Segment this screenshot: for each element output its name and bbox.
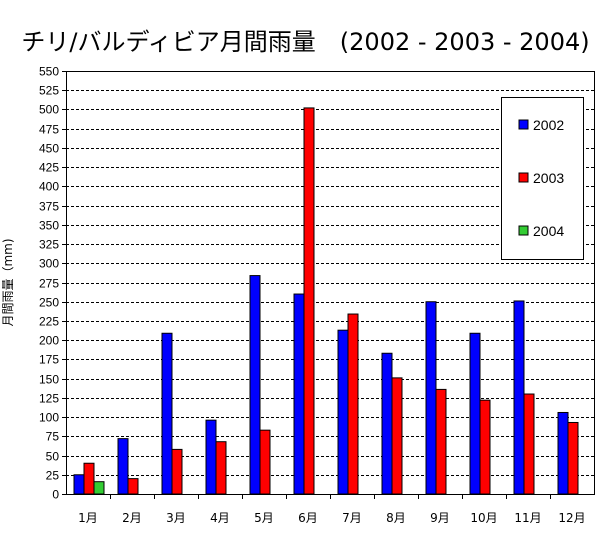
legend-label-2002: 2002 xyxy=(533,117,564,133)
bars xyxy=(73,107,579,495)
x-category-label: 1月 xyxy=(78,511,98,525)
legend-swatch-2004 xyxy=(518,225,529,236)
y-tick-label: 500 xyxy=(39,103,59,117)
bar-2003-12 xyxy=(567,421,579,495)
y-tick-label: 150 xyxy=(39,373,59,387)
bar-2002-1 xyxy=(73,474,85,495)
y-tick-label: 550 xyxy=(39,65,59,79)
legend-label-2004: 2004 xyxy=(533,223,564,239)
y-tick-label: 525 xyxy=(39,84,59,98)
x-category-label: 5月 xyxy=(254,511,274,525)
x-category-label: 6月 xyxy=(298,511,318,525)
chart-title: チリ/バルディビア月間雨量 (2002 - 2003 - 2004) xyxy=(21,28,590,56)
bar-2002-4 xyxy=(205,419,217,495)
bar-2002-10 xyxy=(469,332,481,495)
bar-2002-7 xyxy=(337,329,349,495)
bar-2002-5 xyxy=(249,275,261,495)
x-category-label: 12月 xyxy=(558,511,585,525)
y-tick-labels: 0 25 50 75 100 125 150 175 200 225 250 275 300 325 350… xyxy=(39,65,59,502)
x-category-label: 2月 xyxy=(122,511,142,525)
y-tick-label: 350 xyxy=(39,219,59,233)
bar-2003-4 xyxy=(215,441,227,495)
legend: 2002 2003 2004 xyxy=(501,97,584,260)
y-tick-label: 200 xyxy=(39,334,59,348)
bar-2003-6 xyxy=(303,107,315,495)
bar-2003-1 xyxy=(83,462,95,495)
x-category-label: 10月 xyxy=(470,511,497,525)
bar-2003-9 xyxy=(435,388,447,495)
bar-2002-2 xyxy=(117,438,129,495)
bar-2003-7 xyxy=(347,313,359,495)
bar-2002-9 xyxy=(425,301,437,495)
y-tick-label: 100 xyxy=(39,411,59,425)
y-tick-label: 175 xyxy=(39,353,59,367)
legend-label-2003: 2003 xyxy=(533,170,564,186)
bar-2003-2 xyxy=(127,478,139,495)
bar-2003-8 xyxy=(391,377,403,495)
y-tick-label: 425 xyxy=(39,161,59,175)
y-tick-label: 125 xyxy=(39,392,59,406)
bar-2003-10 xyxy=(479,399,491,495)
x-category-label: 3月 xyxy=(166,511,186,525)
y-tick-label: 25 xyxy=(46,469,60,483)
bar-2002-6 xyxy=(293,293,305,495)
y-tick-label: 225 xyxy=(39,315,59,329)
x-category-label: 4月 xyxy=(210,511,230,525)
legend-swatch-2003 xyxy=(518,172,529,183)
y-axis-label: 月間雨量（mm) xyxy=(1,238,15,326)
y-tick-label: 275 xyxy=(39,277,59,291)
y-tick-label: 375 xyxy=(39,200,59,214)
bar-2002-8 xyxy=(381,352,393,495)
bar-2002-12 xyxy=(557,411,569,495)
legend-box xyxy=(501,97,584,260)
y-tick-label: 450 xyxy=(39,142,59,156)
y-tick-label: 0 xyxy=(52,488,59,502)
bar-2003-3 xyxy=(171,448,183,495)
bar-2003-11 xyxy=(523,393,535,495)
y-tick-label: 300 xyxy=(39,257,59,271)
y-tick-label: 50 xyxy=(46,450,60,464)
x-tick-labels: 1月 2月 3月 4月 5月 6月 7月 8月 9月 10月 11月 12月 xyxy=(78,511,585,525)
y-tick-label: 250 xyxy=(39,296,59,310)
x-category-label: 8月 xyxy=(386,511,406,525)
legend-swatch-2002 xyxy=(518,119,529,130)
bar-2002-3 xyxy=(161,332,173,495)
bar-2002-11 xyxy=(513,300,525,495)
y-tick-label: 325 xyxy=(39,238,59,252)
bar-2003-5 xyxy=(259,429,271,495)
y-tick-label: 400 xyxy=(39,180,59,194)
x-category-label: 9月 xyxy=(430,511,450,525)
y-axis-label-group: 月間雨量（mm) xyxy=(1,238,15,326)
y-tick-label: 475 xyxy=(39,123,59,137)
y-tick-label: 75 xyxy=(46,430,60,444)
bar-2004-1 xyxy=(93,481,105,495)
axes xyxy=(62,71,595,499)
x-category-label: 11月 xyxy=(514,511,541,525)
x-category-label: 7月 xyxy=(342,511,362,525)
